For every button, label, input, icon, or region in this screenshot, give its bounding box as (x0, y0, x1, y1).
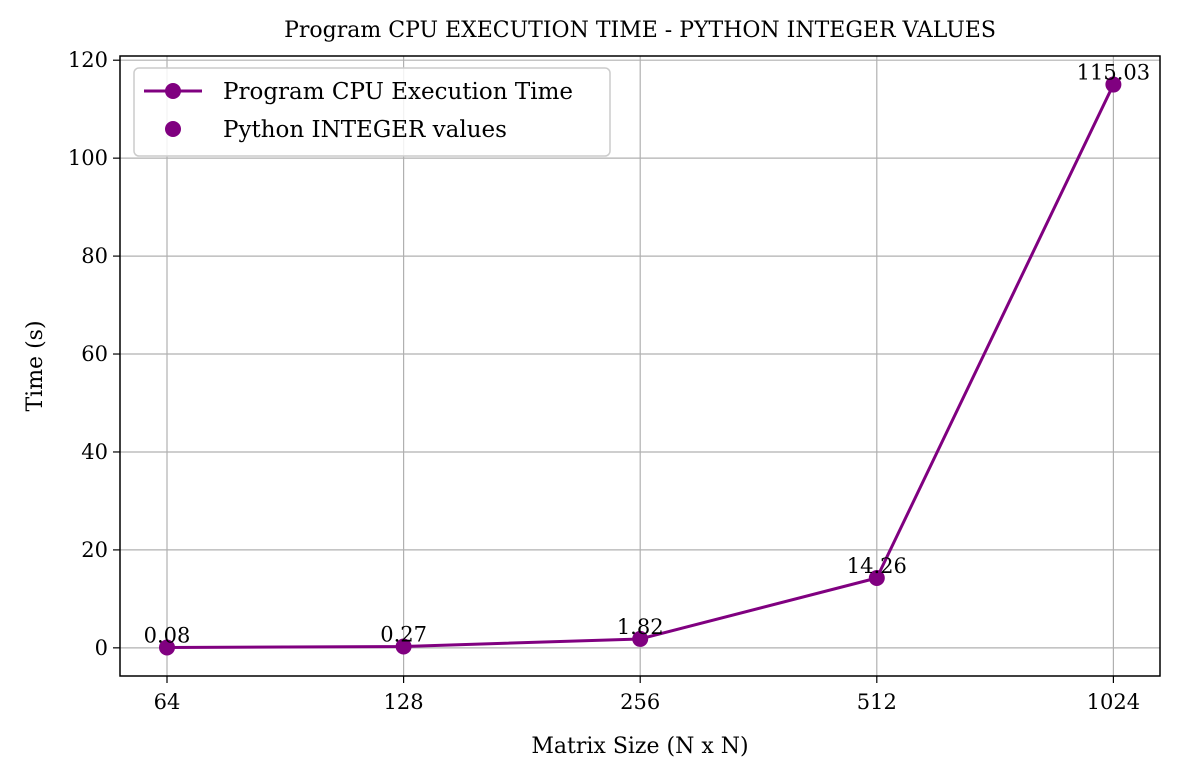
data-point (868, 570, 885, 587)
y-tick-label: 80 (81, 244, 108, 268)
y-tick-label: 120 (68, 48, 108, 72)
legend-line-marker (165, 83, 181, 99)
data-point (395, 638, 412, 655)
x-tick-label: 256 (620, 690, 660, 714)
grid (120, 56, 1160, 676)
data-label: 0.27 (380, 623, 427, 647)
data-label: 0.08 (144, 623, 191, 647)
data-point (159, 639, 175, 656)
y-tick-label: 40 (81, 440, 108, 464)
legend-box (133, 67, 611, 157)
data-label: 14.26 (847, 554, 907, 578)
x-tick-label: 1024 (1087, 690, 1140, 714)
y-tick-label: 20 (81, 538, 108, 562)
x-tick-label: 128 (384, 690, 424, 714)
y-axis-label: Time (s) (23, 320, 48, 411)
legend-label-scatter: Python INTEGER values (223, 117, 507, 143)
data-label: 115.03 (1077, 61, 1150, 85)
chart-title: Program CPU EXECUTION TIME - PYTHON INTE… (284, 18, 996, 43)
series-layer (159, 76, 1122, 656)
legend-label-line: Program CPU Execution Time (223, 79, 573, 105)
data-point (1105, 76, 1122, 93)
axis-ticks: 64 128 256 512 1024 0 20 40 60 80 100 120 (68, 48, 1140, 714)
y-tick-label: 0 (95, 636, 108, 660)
legend: Program CPU Execution Time Python INTEGE… (133, 67, 611, 157)
y-tick-label: 60 (81, 342, 108, 366)
x-tick-label: 64 (154, 690, 181, 714)
legend-scatter-marker (165, 121, 181, 137)
data-point (632, 630, 649, 647)
x-axis-label: Matrix Size (N x N) (531, 734, 748, 759)
y-tick-label: 100 (68, 146, 108, 170)
data-label: 1.82 (617, 615, 664, 639)
x-tick-label: 512 (857, 690, 897, 714)
data-labels: 0.08 0.27 1.82 14.26 115.03 (144, 61, 1151, 648)
